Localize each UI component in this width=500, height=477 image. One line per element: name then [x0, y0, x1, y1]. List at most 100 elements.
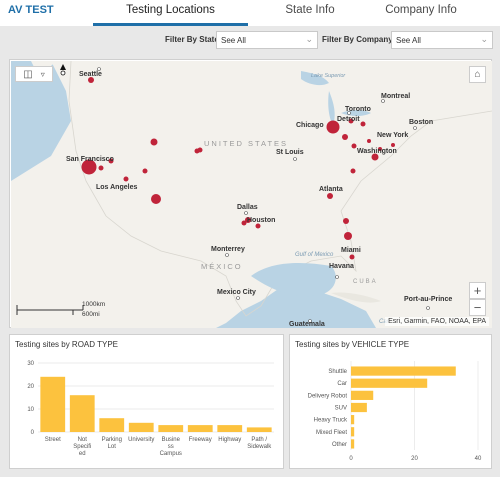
zoom-in-button[interactable]: +: [469, 282, 486, 299]
site-marker[interactable]: [150, 138, 158, 146]
map-label-dallas: Dallas: [237, 204, 258, 211]
bar[interactable]: [99, 418, 125, 432]
bar[interactable]: [128, 422, 154, 432]
bar[interactable]: [69, 395, 95, 432]
site-marker[interactable]: [348, 118, 354, 124]
x-tick-label: Freeway: [189, 437, 212, 443]
road-type-chart-card: Testing sites by ROAD TYPE 0 10 20 30 Street…: [9, 334, 284, 469]
site-marker[interactable]: [342, 134, 348, 140]
bar[interactable]: [351, 390, 374, 400]
bar[interactable]: [158, 425, 184, 432]
map-label-toronto: Toronto: [345, 106, 371, 113]
map-label-montreal: Montreal: [381, 93, 410, 100]
site-marker[interactable]: [326, 120, 340, 134]
map-label-port-au-prince: Port-au-Prince: [404, 296, 452, 303]
bar[interactable]: [217, 425, 243, 432]
company-filter-label: Filter By Company: [322, 35, 393, 44]
map-labels: Seattle Montreal Toronto Boston Detroit …: [66, 71, 452, 328]
site-marker[interactable]: [255, 223, 261, 229]
bar[interactable]: [246, 427, 272, 432]
bar[interactable]: [40, 376, 66, 432]
scale-label-mi: 600mi: [82, 311, 100, 318]
map-label-mexico: MÉXICO: [201, 262, 243, 271]
site-marker[interactable]: [349, 254, 355, 260]
scale-bar: [16, 305, 84, 315]
site-marker[interactable]: [108, 158, 114, 164]
site-marker[interactable]: [350, 168, 356, 174]
site-marker[interactable]: [351, 143, 357, 149]
top-navigation-bar: AV TEST Testing Locations State Info Com…: [0, 0, 500, 26]
map-canvas[interactable]: Seattle Montreal Toronto Boston Detroit …: [11, 61, 492, 328]
site-marker[interactable]: [81, 159, 97, 175]
bar[interactable]: [351, 427, 355, 437]
site-marker[interactable]: [367, 139, 371, 143]
lake-superior: [301, 71, 329, 86]
home-button[interactable]: ⌂: [469, 66, 486, 83]
bar[interactable]: [351, 439, 355, 449]
y-tick-label: 30: [27, 361, 34, 367]
map-label-united-states: UNITED STATES: [204, 139, 288, 148]
map-label-los-angeles: Los Angeles: [96, 184, 137, 191]
map-label-guatemala: Guatemala: [289, 321, 325, 328]
bar[interactable]: [187, 425, 213, 432]
bar[interactable]: [351, 415, 355, 425]
site-marker[interactable]: [343, 218, 349, 224]
site-marker[interactable]: [88, 77, 94, 83]
company-filter-select[interactable]: See All ⌄: [391, 31, 493, 49]
state-filter-value: See All: [221, 36, 246, 45]
map-label-boston: Boston: [409, 119, 433, 126]
site-marker[interactable]: [378, 147, 382, 151]
x-tick-label: Busine ss Campus: [160, 437, 182, 457]
water-labels: Gulf of Mexico Lake Superior Car: [295, 73, 390, 325]
zoom-out-button[interactable]: −: [469, 299, 486, 316]
state-filter-select[interactable]: See All ⌄: [216, 31, 318, 49]
map-label-houston: Houston: [247, 217, 275, 224]
map-panel[interactable]: Seattle Montreal Toronto Boston Detroit …: [9, 59, 492, 328]
x-tick-label: Path / Sidewalk: [247, 437, 272, 450]
site-marker[interactable]: [197, 147, 203, 153]
site-marker[interactable]: [360, 121, 366, 127]
bar[interactable]: [351, 378, 428, 388]
chevron-down-icon: ⌄: [480, 34, 488, 44]
state-filter-label: Filter By State: [165, 35, 219, 44]
map-label-new-york: New York: [377, 132, 408, 139]
region-labels: UNITED STATES MÉXICO CUBA: [201, 139, 378, 285]
site-marker[interactable]: [371, 153, 379, 161]
layers-icon: ◫: [23, 68, 33, 80]
map-label-san-francisco: San Francisco: [66, 156, 114, 163]
site-marker[interactable]: [327, 193, 333, 199]
map-attribution: Esri, Garmin, FAO, NOAA, EPA: [385, 317, 489, 326]
app-brand[interactable]: AV TEST: [8, 4, 54, 16]
map-label-cuba: CUBA: [353, 279, 378, 285]
site-marker[interactable]: [151, 194, 161, 204]
y-tick-label: SUV: [335, 406, 347, 412]
active-tab-indicator: [93, 23, 248, 26]
vehicle-type-chart-title: Testing sites by VEHICLE TYPE: [295, 340, 410, 349]
map-label-st-louis: St Louis: [276, 149, 304, 156]
tab-state-info[interactable]: State Info: [285, 4, 335, 16]
map-label-caribbean: Car: [379, 319, 390, 325]
layer-list-button[interactable]: ◫ ▿: [15, 66, 53, 82]
tab-testing-locations[interactable]: Testing Locations: [126, 4, 215, 16]
filter-bar: Filter By State See All ⌄ Filter By Comp…: [0, 26, 500, 56]
bar[interactable]: [351, 366, 456, 376]
tab-company-info[interactable]: Company Info: [385, 4, 457, 16]
site-marker[interactable]: [391, 143, 395, 147]
site-marker[interactable]: [142, 168, 148, 174]
site-marker[interactable]: [344, 232, 352, 240]
road-type-chart-title: Testing sites by ROAD TYPE: [15, 340, 118, 349]
site-marker[interactable]: [98, 165, 104, 171]
land-mass: [11, 61, 492, 328]
road-type-chart: 0 10 20 30 Street Not Specifi ed Parking Lot Unive…: [27, 361, 274, 457]
bar[interactable]: [351, 402, 367, 413]
map-label-mexico-city: Mexico City: [217, 289, 256, 296]
site-marker[interactable]: [241, 220, 247, 226]
site-marker[interactable]: [123, 176, 129, 182]
border-lines: [68, 61, 492, 317]
y-tick-label: Shuttle: [328, 369, 347, 375]
map-label-atlanta: Atlanta: [319, 186, 343, 193]
map-label-miami: Miami: [341, 247, 361, 254]
x-tick-label: 20: [411, 456, 418, 462]
site-marker[interactable]: [245, 217, 251, 223]
testing-site-markers: [81, 77, 395, 260]
